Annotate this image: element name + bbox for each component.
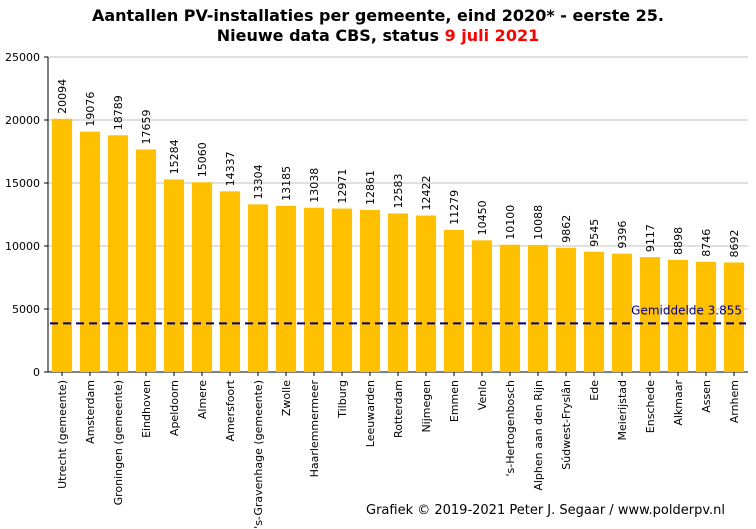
data-label: 17659 [140,109,153,144]
bar [723,262,745,372]
data-labels-layer: 20094 19076 18789 17659 15284 15060 14337 13304… [56,79,741,258]
x-tick-label: Assen [700,380,713,413]
y-tick-label: 5000 [12,303,40,316]
x-tick-label: Meierijstad [616,380,629,440]
data-label: 8692 [728,229,741,257]
data-label: 12583 [392,173,405,208]
x-tick-label: Zwolle [280,380,293,416]
chart-subtitle: Nieuwe data CBS, status 9 juli 2021 [0,26,756,45]
data-label: 9396 [616,221,629,249]
data-label: 13038 [308,168,321,203]
subtitle-prefix: Nieuwe data CBS, status [216,26,445,45]
bar [331,208,353,372]
data-label: 14337 [224,151,237,186]
x-tick-label: Haarlemmermeer [308,380,321,478]
bar [499,244,521,372]
bar [275,205,297,372]
bar [639,257,661,372]
bar [387,213,409,372]
data-label: 12861 [364,170,377,205]
x-tick-label: Apeldoorn [168,380,181,436]
x-tick-label: Arnhem [728,380,741,423]
x-tick-label: Alphen aan den Rijn [532,380,545,491]
bar [555,247,577,372]
reference-line-layer: Gemiddelde 3.855 [50,303,746,325]
credit-text: Grafiek © 2019-2021 Peter J. Segaar / ww… [366,503,725,518]
data-label: 9862 [560,215,573,243]
average-label: Gemiddelde 3.855 [631,303,742,317]
data-label: 8746 [700,229,713,257]
bar [303,207,325,372]
data-label: 20094 [56,79,69,114]
data-label: 10088 [532,205,545,240]
bar [611,253,633,372]
bar [219,191,241,372]
y-tick-label: 20000 [5,114,40,127]
x-tick-label: Emmen [448,380,461,422]
x-tick-label: Alkmaar [672,380,685,426]
data-label: 18789 [112,95,125,130]
x-tick-label: Almere [196,380,209,419]
data-label: 9545 [588,219,601,247]
data-label: 15060 [196,142,209,177]
x-tick-label: Leeuwarden [364,380,377,447]
bar [443,229,465,372]
bar [583,251,605,372]
x-tick-label: Venlo [476,380,489,410]
bar [107,135,129,372]
x-tick-label: Nijmegen [420,380,433,433]
data-label: 9117 [644,224,657,252]
bar [527,244,549,372]
x-tick-label: Súdwest-Fryslân [560,380,573,470]
y-tick-label: 15000 [5,177,40,190]
x-tick-label: Utrecht (gemeente) [56,380,69,489]
bar [191,182,213,372]
bar [667,259,689,372]
bars-layer [51,118,745,372]
y-tick-label: 0 [33,366,40,379]
y-tick-label: 10000 [5,240,40,253]
data-label: 15284 [168,139,181,174]
bar [471,240,493,372]
x-tick-label: 's-Gravenhage (gemeente) [252,380,265,529]
data-label: 10450 [476,200,489,235]
bar [415,215,437,372]
data-label: 19076 [84,92,97,127]
bar [359,209,381,372]
chart-title: Aantallen PV-installaties per gemeente, … [91,6,664,25]
data-label: 12422 [420,175,433,210]
y-tick-label: 25000 [5,51,40,64]
bar [79,131,101,372]
x-tick-label: Ede [588,380,601,401]
bar [695,261,717,372]
x-tick-label: Enschede [644,380,657,433]
data-label: 10100 [504,205,517,240]
x-tick-label: Amsterdam [84,380,97,444]
x-tick-label: Rotterdam [392,380,405,438]
data-label: 8898 [672,227,685,255]
data-label: 13185 [280,166,293,201]
data-label: 13304 [252,164,265,199]
subtitle-date: 9 juli 2021 [444,26,540,45]
x-tick-label: Amersfoort [224,379,237,441]
bar [163,179,185,372]
data-label: 11279 [448,190,461,225]
x-tick-label: Eindhoven [140,380,153,438]
bar [135,149,157,372]
x-tick-label: Tilburg [336,380,349,419]
data-label: 12971 [336,169,349,204]
x-tick-label: Groningen (gemeente) [112,380,125,505]
x-tick-labels-layer: Utrecht (gemeente) Amsterdam Groningen (ge… [56,379,741,528]
bar [247,204,269,372]
x-tick-label: 's-Hertogenbosch [504,380,517,477]
bar [51,118,73,372]
